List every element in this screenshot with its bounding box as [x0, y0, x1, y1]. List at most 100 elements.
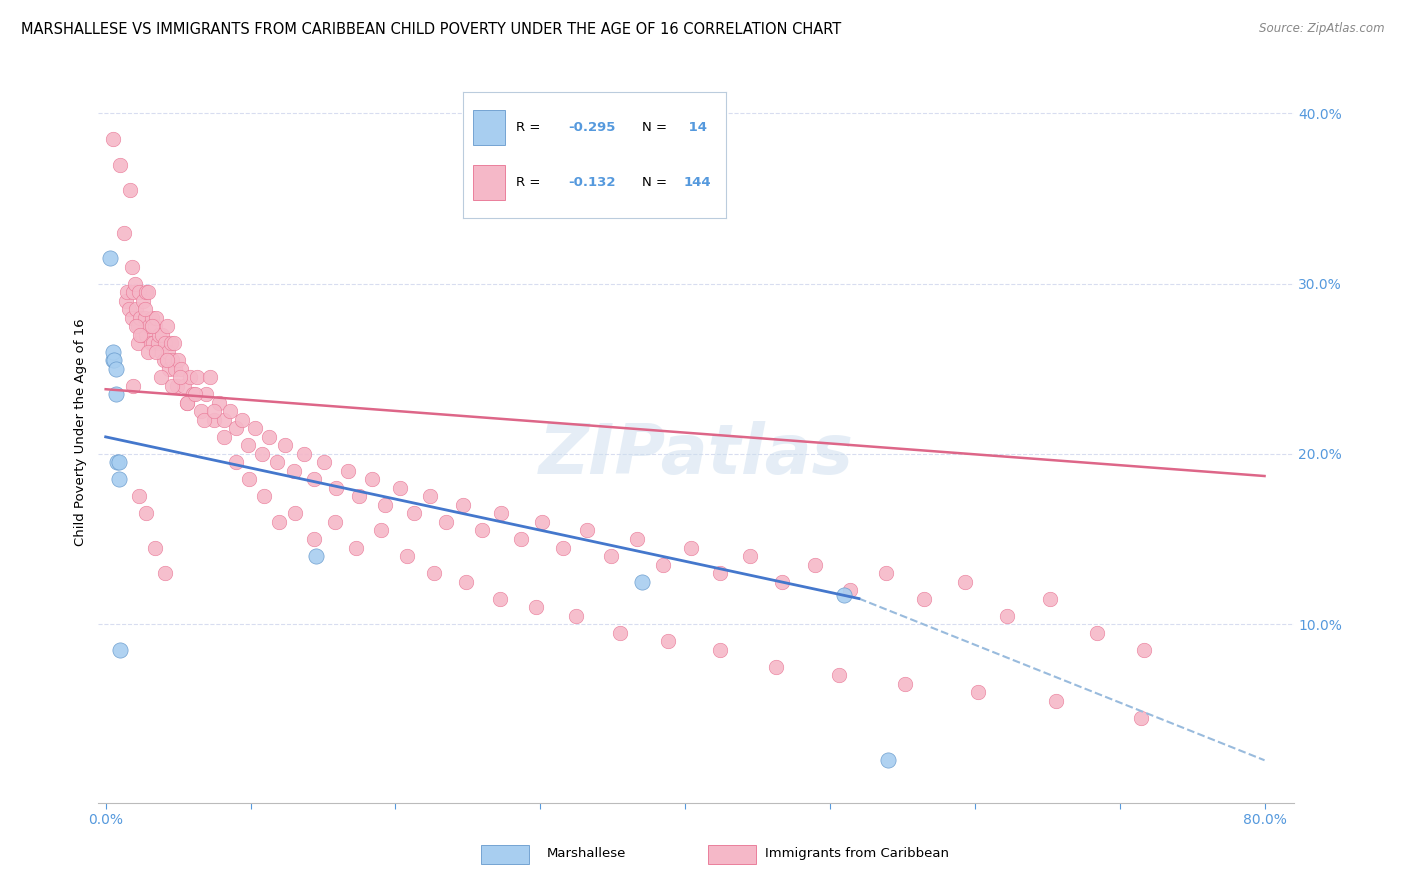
Point: [108, 642, 131, 657]
Point: [553, 541, 575, 555]
Text: Immigrants from Caribbean: Immigrants from Caribbean: [765, 847, 949, 861]
Point: [169, 370, 191, 384]
Point: [152, 353, 174, 368]
Point: [135, 327, 157, 342]
Point: [176, 396, 198, 410]
Point: [108, 157, 131, 171]
Point: [404, 507, 426, 521]
Point: [129, 310, 152, 325]
Point: [912, 591, 935, 606]
Point: [120, 183, 142, 197]
Point: [250, 447, 273, 461]
Point: [875, 566, 897, 580]
Point: [259, 430, 281, 444]
Point: [149, 370, 172, 384]
Point: [104, 361, 127, 376]
Point: [456, 574, 478, 589]
Point: [143, 319, 166, 334]
Point: [122, 379, 145, 393]
Point: [1085, 625, 1108, 640]
Point: [827, 668, 849, 682]
Point: [101, 132, 124, 146]
Point: [283, 464, 305, 478]
FancyBboxPatch shape: [709, 845, 756, 863]
Point: [132, 293, 155, 308]
Point: [770, 574, 793, 589]
Point: [236, 438, 259, 452]
Point: [1045, 694, 1067, 708]
Point: [1130, 711, 1153, 725]
Point: [153, 336, 176, 351]
Point: [877, 753, 900, 767]
Point: [395, 549, 418, 563]
Point: [202, 404, 225, 418]
Point: [125, 302, 148, 317]
Text: Source: ZipAtlas.com: Source: ZipAtlas.com: [1260, 22, 1385, 36]
Point: [388, 481, 411, 495]
Point: [136, 285, 159, 300]
Point: [225, 455, 247, 469]
Point: [128, 490, 150, 504]
Text: MARSHALLESE VS IMMIGRANTS FROM CARIBBEAN CHILD POVERTY UNDER THE AGE OF 16 CORRE: MARSHALLESE VS IMMIGRANTS FROM CARIBBEAN…: [21, 22, 841, 37]
Point: [129, 327, 152, 342]
Point: [238, 472, 260, 486]
Point: [162, 353, 184, 368]
Point: [149, 344, 172, 359]
Point: [103, 353, 125, 368]
Point: [243, 421, 266, 435]
Point: [115, 293, 138, 308]
Point: [125, 319, 148, 334]
Point: [740, 549, 762, 563]
Point: [184, 387, 207, 401]
Point: [600, 549, 623, 563]
Point: [135, 507, 157, 521]
Point: [1039, 591, 1062, 606]
Point: [344, 541, 367, 555]
Point: [176, 396, 198, 410]
Point: [325, 481, 347, 495]
Point: [305, 549, 328, 563]
Point: [163, 336, 186, 351]
Point: [101, 344, 124, 359]
Point: [181, 387, 204, 401]
Point: [155, 319, 177, 334]
Point: [198, 370, 221, 384]
Point: [145, 310, 167, 325]
Point: [314, 455, 336, 469]
Point: [510, 532, 533, 546]
Point: [131, 327, 153, 342]
Point: [150, 327, 173, 342]
Point: [107, 455, 129, 469]
Point: [142, 336, 165, 351]
Point: [145, 344, 167, 359]
Point: [127, 319, 149, 334]
Point: [121, 260, 143, 274]
Point: [190, 404, 212, 418]
Point: [146, 336, 169, 351]
Point: [657, 634, 679, 648]
Point: [117, 285, 139, 300]
Point: [127, 336, 149, 351]
Point: [165, 361, 187, 376]
Point: [269, 515, 291, 529]
Point: [284, 507, 307, 521]
Point: [167, 353, 190, 368]
Point: [347, 490, 370, 504]
Point: [966, 685, 988, 699]
Point: [98, 251, 121, 265]
Point: [292, 447, 315, 461]
Point: [214, 413, 236, 427]
Point: [709, 642, 731, 657]
Text: Marshallese: Marshallese: [547, 847, 626, 861]
Point: [202, 413, 225, 427]
Point: [193, 413, 215, 427]
Point: [155, 353, 177, 368]
Point: [419, 490, 441, 504]
Point: [1133, 642, 1156, 657]
Point: [139, 336, 162, 351]
Point: [179, 370, 201, 384]
Point: [219, 404, 242, 418]
Point: [252, 490, 274, 504]
Point: [157, 361, 180, 376]
Point: [118, 302, 141, 317]
